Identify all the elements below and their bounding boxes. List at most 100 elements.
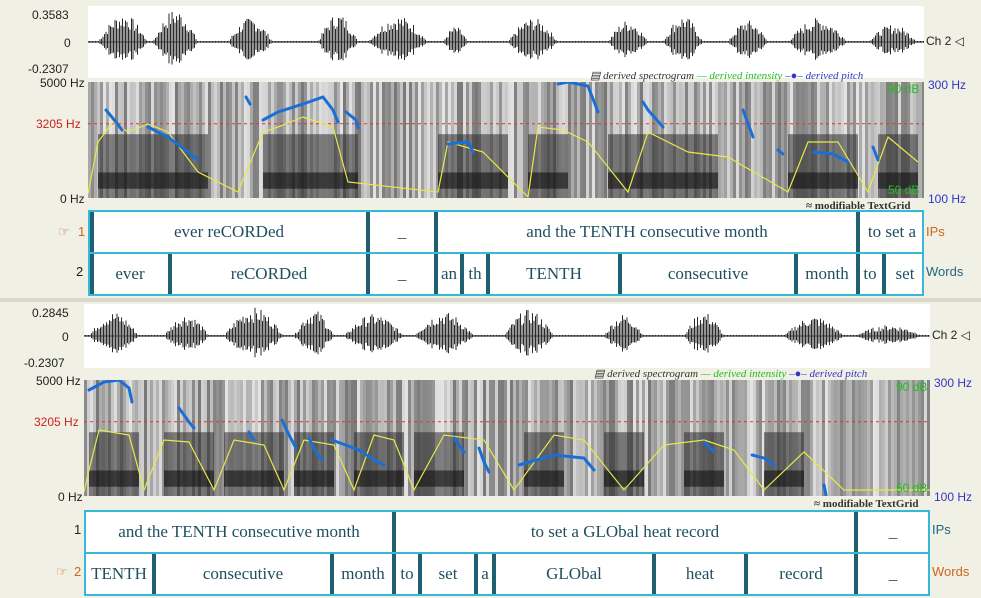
interval-ips[interactable]: and the TENTH consecutive month xyxy=(526,222,768,241)
spectrogram-plot xyxy=(88,82,924,198)
spectrogram[interactable] xyxy=(88,82,924,198)
interval-word[interactable]: GLObal xyxy=(546,564,602,583)
tier-words[interactable]: ever reCORDed _ an th TENTH consecutive … xyxy=(90,254,922,294)
tier2-number: 2 xyxy=(74,564,82,579)
pitch-legend-icon: –●– xyxy=(785,70,803,82)
channel-label[interactable]: Ch 2 ◁ xyxy=(926,34,964,48)
boundary[interactable] xyxy=(434,254,438,294)
interval-word[interactable]: consecutive xyxy=(202,564,284,583)
spectrogram[interactable] xyxy=(84,380,930,496)
channel-label[interactable]: Ch 2 ◁ xyxy=(932,328,970,342)
boundary[interactable] xyxy=(366,254,370,294)
boundary[interactable] xyxy=(168,254,172,294)
boundary[interactable] xyxy=(744,554,748,594)
interval-word[interactable]: ever xyxy=(115,264,145,283)
legend-spectrogram-text: derived spectrogram xyxy=(607,368,699,380)
boundary[interactable] xyxy=(366,212,370,252)
wave-min-label: -0.2307 xyxy=(24,356,65,370)
textgrid[interactable]: ever reCORDed _ and the TENTH consecutiv… xyxy=(88,210,924,296)
interval-word[interactable]: th xyxy=(468,264,482,283)
boundary[interactable] xyxy=(90,254,94,294)
tier2-number: 2 xyxy=(76,264,84,279)
boundary[interactable] xyxy=(392,554,396,594)
interval-word[interactable]: an xyxy=(440,264,458,283)
interval-word[interactable]: reCORDed xyxy=(230,264,308,283)
interval-word[interactable]: _ xyxy=(888,564,898,583)
tier2-name: Words xyxy=(926,264,964,279)
interval-word[interactable]: _ xyxy=(397,264,407,283)
interval-word[interactable]: consecutive xyxy=(667,264,749,283)
boundary[interactable] xyxy=(856,254,860,294)
waveform[interactable] xyxy=(87,6,924,78)
boundary[interactable] xyxy=(392,512,396,552)
spectrogram-plot xyxy=(84,380,930,496)
interval-word[interactable]: heat xyxy=(685,564,715,583)
boundary[interactable] xyxy=(434,212,438,252)
tier1-name: IPs xyxy=(926,224,945,239)
boundary[interactable] xyxy=(856,212,860,252)
tier-words[interactable]: TENTH consecutive month to set a GLObal … xyxy=(86,554,928,594)
boundary[interactable] xyxy=(486,254,490,294)
boundary[interactable] xyxy=(854,554,858,594)
interval-word[interactable]: TENTH xyxy=(91,564,147,583)
tier1-number: 1 xyxy=(74,522,82,537)
freq-min-label: 0 Hz xyxy=(58,490,83,504)
tier1-name: IPs xyxy=(932,522,951,537)
tier2-pointer-icon[interactable]: ☞ xyxy=(56,564,68,579)
interval-word[interactable]: record xyxy=(779,564,823,583)
interval-ips[interactable]: _ xyxy=(888,522,898,541)
boundary[interactable] xyxy=(460,254,464,294)
legend-intensity-text: — derived intensity xyxy=(696,70,783,82)
interval-ips[interactable]: to set a GLObal heat record xyxy=(530,522,720,541)
boundary[interactable] xyxy=(794,254,798,294)
speaker-icon[interactable]: ◁ xyxy=(954,34,964,48)
boundary[interactable] xyxy=(90,212,94,252)
boundary[interactable] xyxy=(418,554,422,594)
tier2-name: Words xyxy=(932,564,970,579)
tier1-pointer-icon[interactable]: ☞ xyxy=(58,224,70,239)
int-max-label: 90 dB xyxy=(888,82,920,96)
tier1-number: 1 xyxy=(78,224,86,239)
boundary[interactable] xyxy=(330,554,334,594)
interval-word[interactable]: set xyxy=(438,564,458,583)
interval-word[interactable]: a xyxy=(481,564,489,583)
interval-word[interactable]: to xyxy=(400,564,414,583)
interval-word[interactable]: month xyxy=(341,564,385,583)
textgrid[interactable]: and the TENTH consecutive month to set a… xyxy=(84,510,930,596)
interval-word[interactable]: month xyxy=(805,264,849,283)
interval-ips[interactable]: _ xyxy=(397,222,407,241)
boundary[interactable] xyxy=(152,554,156,594)
interval-ips[interactable]: and the TENTH consecutive month xyxy=(118,522,360,541)
boundary[interactable] xyxy=(882,254,886,294)
boundary[interactable] xyxy=(474,554,478,594)
pitch-max-label: 300 Hz xyxy=(928,78,967,92)
interval-word[interactable]: set xyxy=(895,264,915,283)
freq-mark-label: 3205 Hz xyxy=(34,415,79,429)
tier-ips[interactable]: ever reCORDed _ and the TENTH consecutiv… xyxy=(90,212,922,252)
interval-word[interactable]: TENTH xyxy=(526,264,582,283)
boundary[interactable] xyxy=(854,512,858,552)
boundary[interactable] xyxy=(492,554,496,594)
int-min-label: 50 dB xyxy=(888,183,920,197)
textgrid-header: ≈ modifiable TextGrid xyxy=(814,498,918,510)
freq-min-label: 0 Hz xyxy=(60,192,85,206)
interval-ips[interactable]: to set a xyxy=(867,222,917,241)
waveform[interactable] xyxy=(83,304,930,368)
textgrid-label: modifiable TextGrid xyxy=(822,498,919,510)
boundary[interactable] xyxy=(652,554,656,594)
int-min-label: 50 dB xyxy=(896,481,928,495)
textgrid-icon: ≈ xyxy=(814,498,821,510)
freq-mark-label: 3205 Hz xyxy=(36,117,81,131)
pitch-legend-icon: –●– xyxy=(789,368,807,380)
interval-ips[interactable]: ever reCORDed xyxy=(174,222,284,241)
wave-zero-label: 0 xyxy=(62,330,69,344)
speaker-icon[interactable]: ◁ xyxy=(960,328,970,342)
interval-word[interactable]: to xyxy=(863,264,877,283)
boundary[interactable] xyxy=(618,254,622,294)
pitch-min-label: 100 Hz xyxy=(928,192,967,206)
freq-max-label: 5000 Hz xyxy=(40,76,85,90)
pitch-min-label: 100 Hz xyxy=(934,490,973,504)
tier-separator xyxy=(86,552,928,554)
tier-ips[interactable]: and the TENTH consecutive month to set a… xyxy=(86,512,928,552)
channel-name: Ch 2 xyxy=(926,34,952,48)
